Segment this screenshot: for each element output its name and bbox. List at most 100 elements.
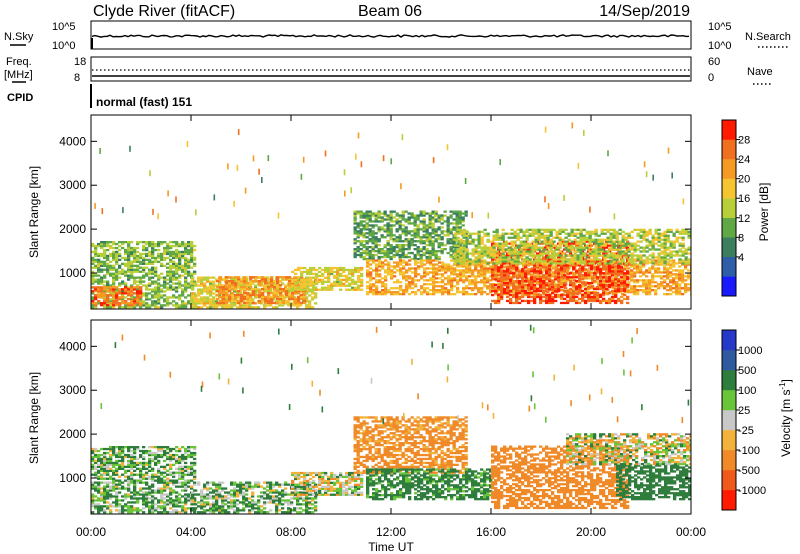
power-cells-cell (657, 269, 661, 272)
power-cells-cell (530, 282, 534, 285)
power-cells-cell (368, 238, 372, 241)
power-cells-cell (312, 266, 316, 270)
power-cells-cell (160, 294, 164, 297)
power-cells-cell (519, 250, 523, 253)
power-cells-cell (311, 298, 315, 301)
power-cells-cell (273, 293, 277, 297)
power-cells-cell (557, 260, 561, 263)
power-cells-cell (97, 280, 101, 283)
power-cells-cell (471, 283, 475, 286)
power-cells-cell (130, 298, 134, 301)
power-cells-cell (276, 297, 280, 301)
power-cells-cell (450, 279, 454, 282)
power-cells-cell (243, 297, 247, 301)
power-cells-cell (465, 230, 469, 233)
power-cells-cell (381, 277, 385, 280)
power-cells-cell (371, 234, 375, 237)
power-cells-cell (455, 214, 459, 217)
power-cells-cell (678, 283, 682, 286)
power-cells-cell (200, 278, 204, 281)
power-cells-cell (515, 266, 519, 269)
power-cells-cell (675, 275, 679, 278)
power-cells-cell (306, 286, 310, 289)
power-cells-cell (368, 224, 372, 227)
power-cells-cell (169, 254, 173, 258)
power-cells-cell (100, 260, 104, 263)
power-cells-cell (528, 234, 532, 237)
nsearch-tick-low: 10^0 (708, 40, 732, 52)
power-cells-cell (515, 286, 519, 289)
power-cells-cell (449, 238, 453, 241)
power-cells-cell (428, 242, 432, 245)
power-cells-cell (483, 228, 487, 231)
power-cells-cell (222, 278, 226, 281)
power-cells-cell (426, 273, 430, 276)
power-cells-cell (100, 242, 104, 246)
power-cells-cell (178, 280, 182, 283)
power-cells-cell (503, 274, 507, 277)
power-cells-cell (407, 242, 411, 245)
power-cells-cell (203, 304, 207, 307)
power-cells-cell (148, 304, 152, 307)
power-cells-cell (393, 293, 397, 296)
power-cells-cell (425, 230, 429, 233)
power-cells-cell (663, 271, 667, 274)
power-cells-cell (154, 258, 158, 261)
power-cells-cell (184, 278, 188, 281)
power-cells-cell (407, 240, 411, 243)
power-cells-cell (94, 248, 98, 252)
power-cells-cell (500, 295, 504, 299)
power-cells-cell (516, 277, 520, 280)
power-cells-cell (398, 246, 402, 249)
power-cells-cell (395, 218, 399, 221)
power-cells-cell (590, 260, 594, 263)
power-cells-cell (440, 244, 444, 247)
power-cells-cell (151, 294, 155, 297)
power-cells-cell (261, 278, 265, 281)
power-cells-cell (428, 224, 432, 227)
power-cells-cell (91, 276, 95, 279)
power-cells-cell (684, 279, 688, 282)
power-cells-cell (371, 240, 375, 243)
power-cells-cell (455, 255, 459, 259)
power-cells-cell (246, 301, 250, 305)
power-cells-cell (103, 298, 107, 301)
power-cells-cell (351, 286, 355, 289)
power-cells-cell (372, 277, 376, 280)
power-cells-cell (569, 272, 573, 275)
power-cells-cell (184, 284, 188, 287)
power-cells-cell (468, 281, 472, 284)
power-cells-cell (157, 298, 161, 301)
power-cells-cell (121, 241, 125, 244)
power-cells-cell (648, 269, 652, 272)
power-cells-cell (449, 250, 453, 253)
power-cells-cell (557, 270, 561, 273)
power-cells-cell (231, 282, 235, 285)
power-cells-cell (465, 238, 469, 241)
power-cells-cell (236, 282, 240, 285)
power-cells-cell (519, 228, 523, 231)
power-cells-cell (414, 283, 418, 286)
power-cells-cell (432, 265, 436, 268)
power-cells-cell (377, 228, 381, 231)
power-cells-cell (243, 280, 247, 283)
power-cells-cell (483, 285, 487, 288)
power-cells-cell (594, 277, 598, 280)
power-cells-cell (233, 280, 237, 283)
power-cells-cell (602, 264, 606, 267)
power-cells-cell (477, 287, 481, 290)
power-cells-cell (507, 250, 511, 253)
power-cells-cell (551, 280, 555, 283)
power-cells-cell (491, 274, 495, 277)
power-cells-cell (100, 252, 104, 256)
power-cells-cell (130, 248, 134, 252)
power-cells-cell (353, 255, 357, 259)
power-cells-cell (178, 252, 182, 256)
power-cells-cell (480, 248, 484, 251)
power-cells-cell (106, 244, 110, 248)
power-cells-cell (419, 228, 423, 231)
power-cells-cell (395, 244, 399, 247)
power-cells-cell (426, 267, 430, 270)
power-cells-cell (453, 293, 457, 296)
power-cells-cell (552, 275, 556, 278)
